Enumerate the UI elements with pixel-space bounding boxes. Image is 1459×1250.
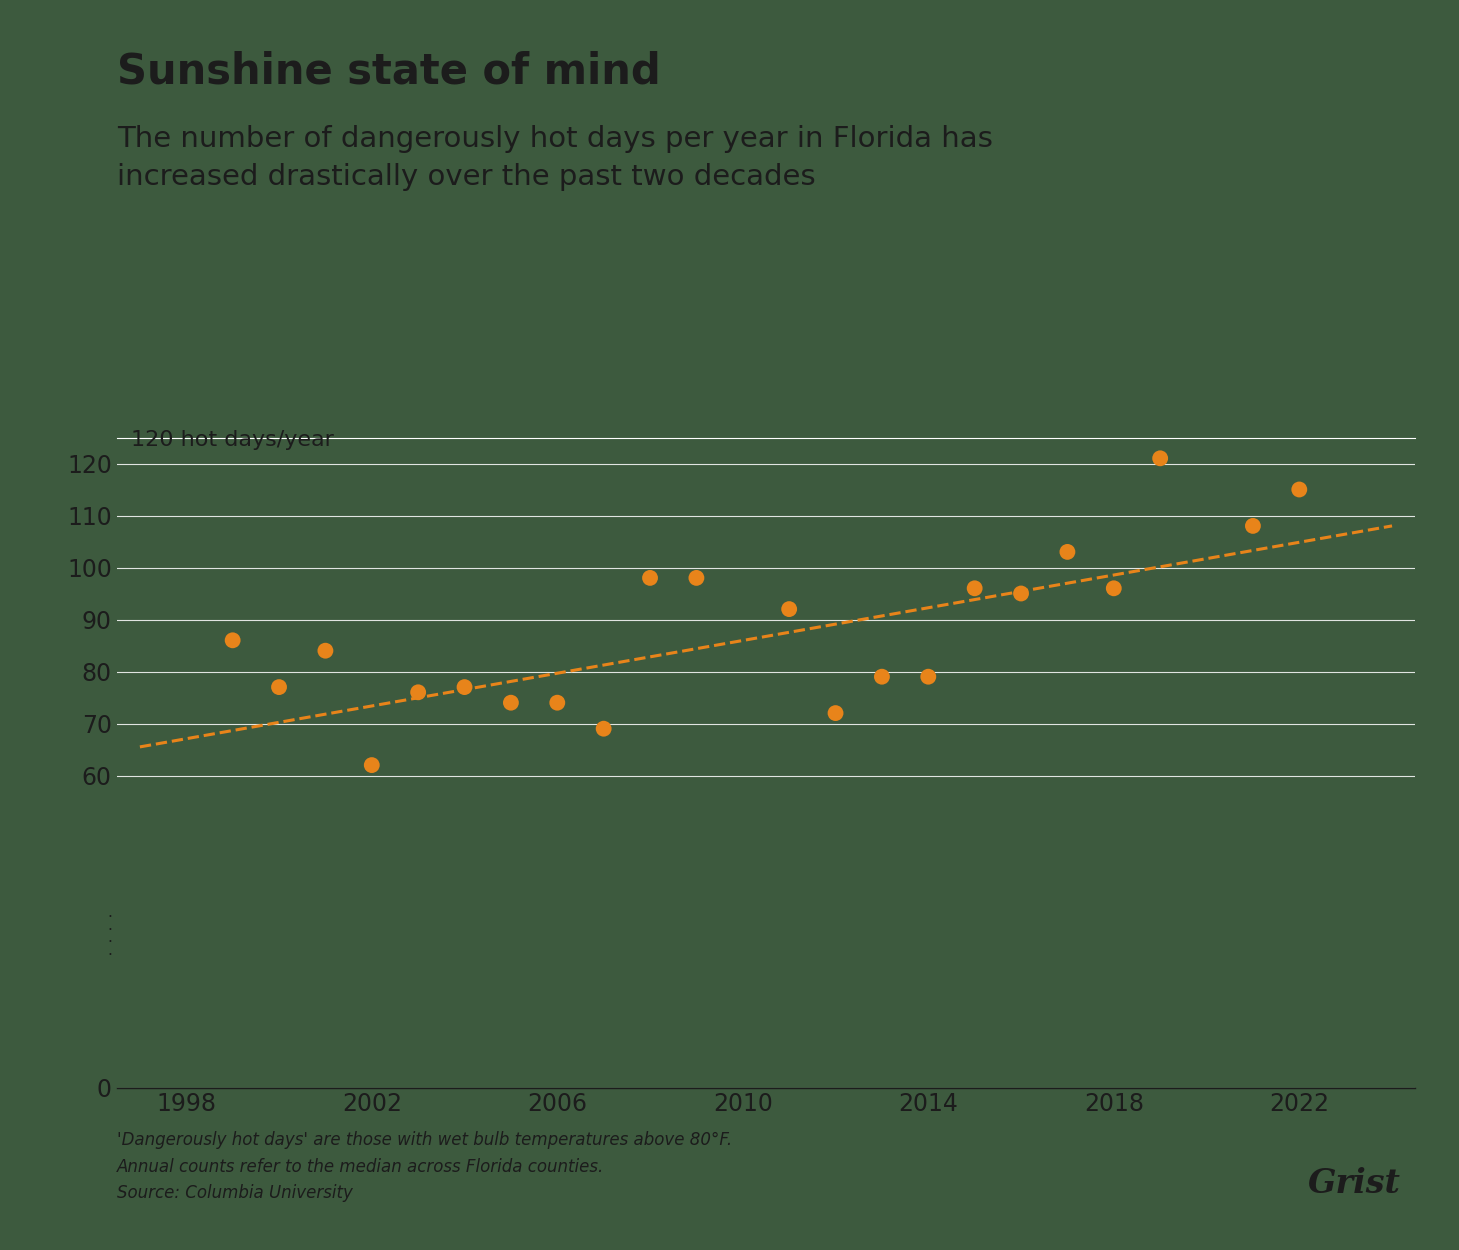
Point — [1056, 542, 1080, 562]
Text: The number of dangerously hot days per year in Florida has
increased drastically: The number of dangerously hot days per y… — [117, 125, 992, 191]
Point — [963, 579, 986, 599]
Point — [1242, 516, 1265, 536]
Text: .
.
.
.: . . . . — [107, 905, 112, 958]
Point — [220, 630, 244, 650]
Text: 'Dangerously hot days' are those with wet bulb temperatures above 80°F.
Annual c: 'Dangerously hot days' are those with we… — [117, 1131, 732, 1202]
Point — [916, 666, 940, 686]
Point — [592, 719, 616, 739]
Point — [778, 599, 801, 619]
Point — [684, 568, 708, 588]
Point — [870, 666, 893, 686]
Point — [639, 568, 662, 588]
Text: Sunshine state of mind: Sunshine state of mind — [117, 50, 661, 92]
Point — [1288, 480, 1312, 500]
Point — [824, 703, 848, 722]
Text: Grist: Grist — [1307, 1168, 1401, 1200]
Point — [267, 678, 290, 698]
Point — [499, 693, 522, 712]
Point — [452, 678, 476, 698]
Point — [1102, 579, 1125, 599]
Point — [407, 682, 430, 702]
Point — [360, 755, 384, 775]
Point — [546, 693, 569, 712]
Point — [314, 641, 337, 661]
Point — [1148, 449, 1172, 469]
Point — [1010, 584, 1033, 604]
Text: 120 hot days/year: 120 hot days/year — [131, 430, 334, 450]
